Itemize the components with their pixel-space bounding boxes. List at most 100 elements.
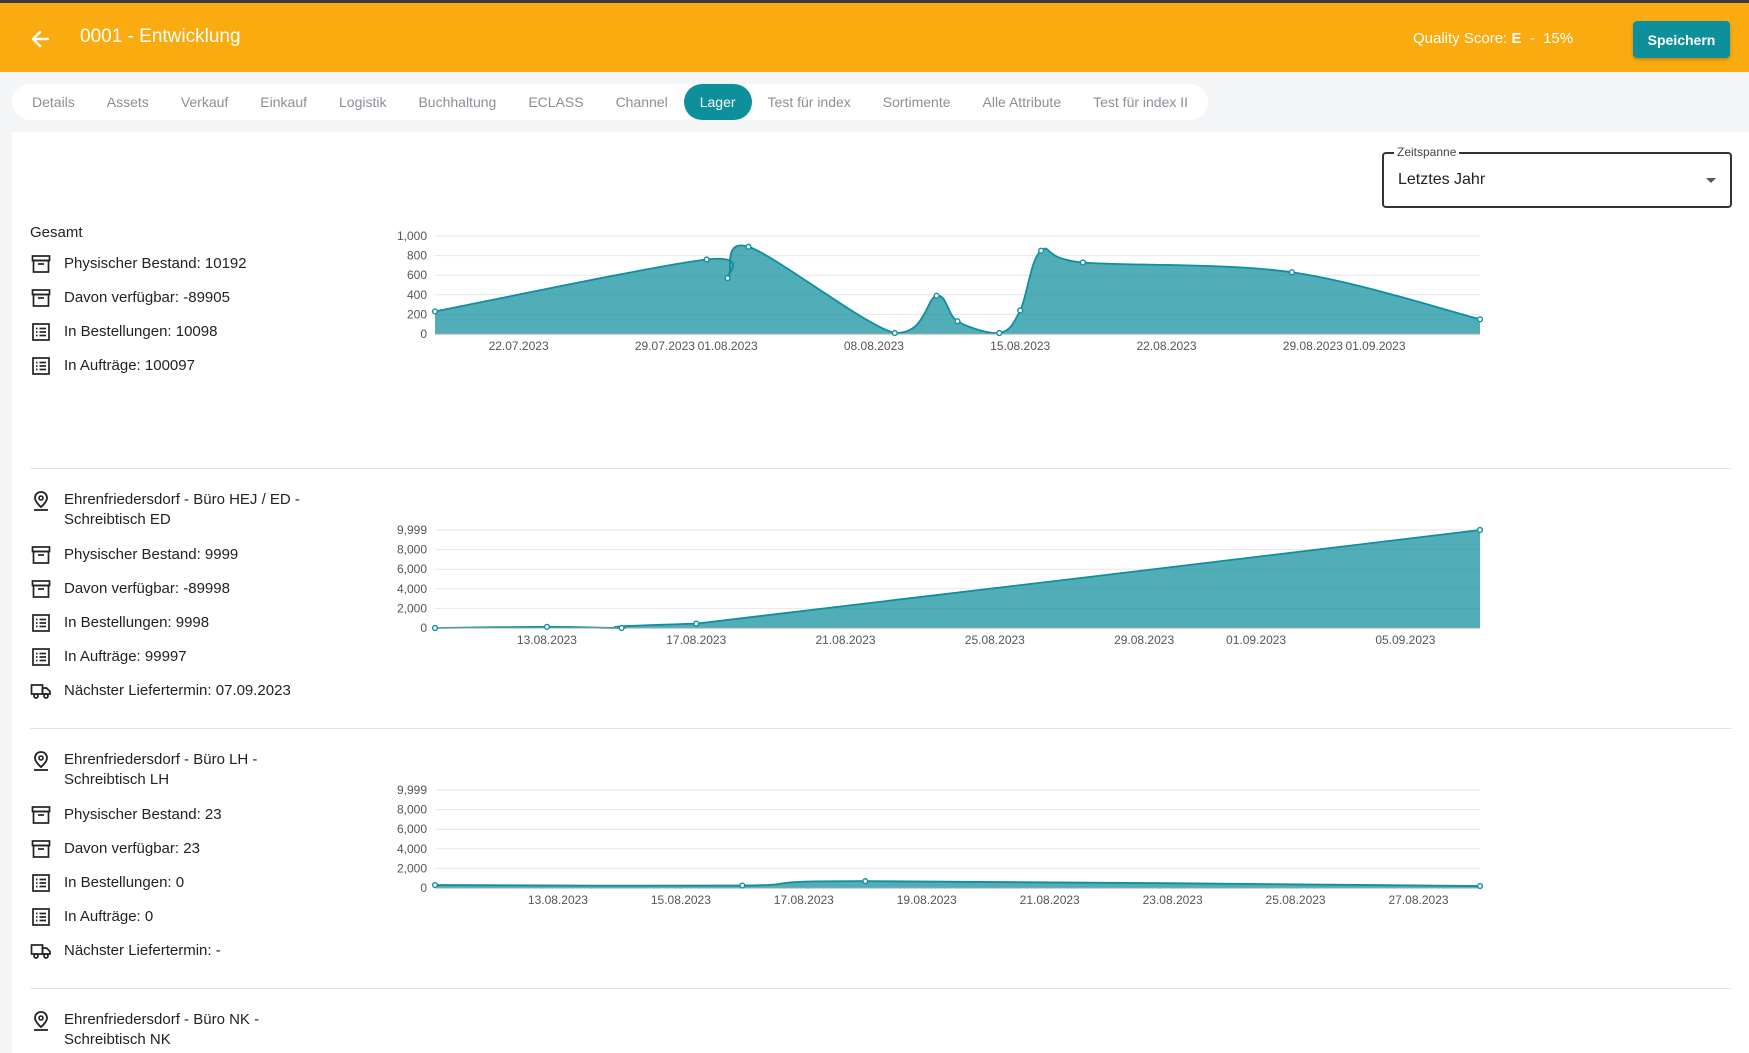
- stock-info-label: In Bestellungen: 10098: [64, 323, 218, 340]
- x-tick-label: 19.08.2023: [897, 893, 957, 907]
- tab-verkauf[interactable]: Verkauf: [180, 94, 229, 110]
- data-point[interactable]: [891, 329, 898, 337]
- tab-assets[interactable]: Assets: [106, 94, 149, 110]
- stock-info-row: Davon verfügbar: 23: [30, 838, 360, 872]
- page-title: 0001 - Entwicklung: [80, 26, 241, 47]
- archive-icon: [30, 544, 52, 566]
- truck-icon: [30, 680, 52, 702]
- tab-test-für-index-ii[interactable]: Test für index II: [1093, 94, 1189, 110]
- data-point[interactable]: [703, 256, 710, 263]
- stock-info-label: Nächster Liefertermin: -: [64, 942, 221, 959]
- data-point[interactable]: [431, 881, 439, 889]
- stock-info-label: In Bestellungen: 9998: [64, 614, 210, 631]
- x-tick-label: 13.08.2023: [517, 633, 577, 647]
- tab-channel[interactable]: Channel: [615, 94, 668, 110]
- x-tick-label: 22.07.2023: [489, 339, 549, 353]
- x-tick-label: 27.08.2023: [1388, 893, 1448, 907]
- x-tick-label: 05.09.2023: [1375, 633, 1435, 647]
- tab-test-für-index[interactable]: Test für index: [767, 94, 851, 110]
- section-total: Gesamt Physischer Bestand: 10192 Davon ve…: [30, 224, 1732, 414]
- data-point[interactable]: [1476, 526, 1484, 534]
- storage-panel: Zeitspanne Letztes Jahr Gesamt Physische…: [12, 132, 1749, 1053]
- x-tick-label: 15.08.2023: [651, 893, 711, 907]
- archive-icon: [30, 838, 52, 860]
- list-icon: [30, 906, 52, 928]
- back-arrow-icon[interactable]: [26, 25, 54, 53]
- stock-info-row: In Aufträge: 99997: [30, 646, 360, 680]
- chevron-down-icon: [1706, 178, 1716, 183]
- tab-buchhaltung[interactable]: Buchhaltung: [418, 94, 497, 110]
- tab-einkauf[interactable]: Einkauf: [260, 94, 307, 110]
- stock-info-row: Physischer Bestand: 9999: [30, 544, 360, 578]
- list-icon: [30, 872, 52, 894]
- y-tick-label: 600: [407, 268, 427, 282]
- data-point[interactable]: [862, 878, 869, 885]
- y-tick-label: 2,000: [397, 861, 427, 875]
- stock-info-row: In Bestellungen: 9998: [30, 612, 360, 646]
- data-point[interactable]: [996, 329, 1003, 337]
- x-tick-label: 01.08.2023: [698, 339, 758, 353]
- x-tick-label: 25.08.2023: [1266, 893, 1326, 907]
- x-tick-label: 13.08.2023: [528, 893, 588, 907]
- archive-icon: [30, 253, 52, 275]
- archive-icon: [30, 578, 52, 600]
- save-button[interactable]: Speichern: [1633, 21, 1730, 58]
- section-location-ed: Ehrenfriedersdorf - Büro HEJ / ED - Schr…: [30, 490, 1732, 710]
- data-point[interactable]: [1017, 307, 1024, 314]
- data-point[interactable]: [543, 623, 551, 630]
- stock-info-row: Nächster Liefertermin: -: [30, 940, 360, 974]
- list-icon: [30, 646, 52, 668]
- tab-alle-attribute[interactable]: Alle Attribute: [982, 94, 1062, 110]
- x-tick-label: 29.08.2023: [1114, 633, 1174, 647]
- data-point[interactable]: [693, 620, 700, 627]
- data-point[interactable]: [1476, 316, 1484, 323]
- tab-sortimente[interactable]: Sortimente: [882, 94, 951, 110]
- tab-bar: Details Assets Verkauf Einkauf Logistik Buchh…: [12, 84, 1209, 120]
- x-tick-label: 17.08.2023: [666, 633, 726, 647]
- section-location-nk: Ehrenfriedersdorf - Büro NK - Schreibtis…: [30, 1010, 1732, 1053]
- data-point[interactable]: [431, 624, 439, 632]
- data-point[interactable]: [954, 318, 961, 325]
- quality-score-grade: E: [1511, 30, 1522, 47]
- data-point[interactable]: [431, 308, 439, 315]
- data-point[interactable]: [1288, 269, 1296, 276]
- data-point[interactable]: [745, 243, 752, 250]
- stock-chart-location-ed: 0 2,000 4,000 6,000 8,000 9,999 13.08.2023 17.0…: [397, 523, 1484, 647]
- tab-logistik[interactable]: Logistik: [339, 94, 387, 110]
- timespan-select[interactable]: Zeitspanne Letztes Jahr: [1382, 145, 1732, 208]
- tab-eclass[interactable]: ECLASS: [528, 94, 584, 110]
- data-point[interactable]: [739, 882, 746, 889]
- series-line: [434, 244, 1481, 334]
- x-tick-label: 21.08.2023: [1020, 893, 1080, 907]
- y-tick-label: 9,999: [397, 783, 427, 797]
- y-tick-label: 4,000: [397, 582, 427, 596]
- location-row: Ehrenfriedersdorf - Büro HEJ / ED - Schr…: [30, 490, 360, 530]
- y-tick-label: 0: [420, 621, 427, 635]
- timespan-value: Letztes Jahr: [1398, 171, 1486, 188]
- tab-lager[interactable]: Lager: [683, 84, 752, 120]
- list-icon: [30, 321, 52, 343]
- data-point[interactable]: [1476, 882, 1484, 890]
- data-point[interactable]: [1079, 259, 1087, 266]
- data-point[interactable]: [618, 624, 625, 632]
- data-point[interactable]: [724, 275, 731, 282]
- stock-info-row: In Aufträge: 0: [30, 906, 360, 940]
- divider: [30, 988, 1732, 989]
- series-area: [435, 245, 1480, 334]
- stock-info-label: In Aufträge: 99997: [64, 648, 187, 665]
- location-pin-icon: [30, 750, 52, 772]
- truck-icon: [30, 940, 52, 962]
- x-tick-label: 29.08.2023: [1283, 339, 1343, 353]
- section-location-lh: Ehrenfriedersdorf - Büro LH - Schreibtis…: [30, 750, 1732, 970]
- x-tick-label: 29.07.2023: [635, 339, 695, 353]
- data-point[interactable]: [1037, 247, 1045, 254]
- app-header: 0001 - Entwicklung Quality Score: E - 15…: [0, 0, 1749, 72]
- data-point[interactable]: [933, 292, 940, 299]
- stock-info-label: In Bestellungen: 0: [64, 874, 185, 891]
- x-tick-label: 22.08.2023: [1136, 339, 1196, 353]
- stock-info-row: Davon verfügbar: -89998: [30, 578, 360, 612]
- location-row: Ehrenfriedersdorf - Büro NK - Schreibtis…: [30, 1010, 360, 1050]
- archive-icon: [30, 804, 52, 826]
- tab-details[interactable]: Details: [32, 94, 75, 110]
- stock-info-label: Davon verfügbar: -89998: [64, 580, 230, 597]
